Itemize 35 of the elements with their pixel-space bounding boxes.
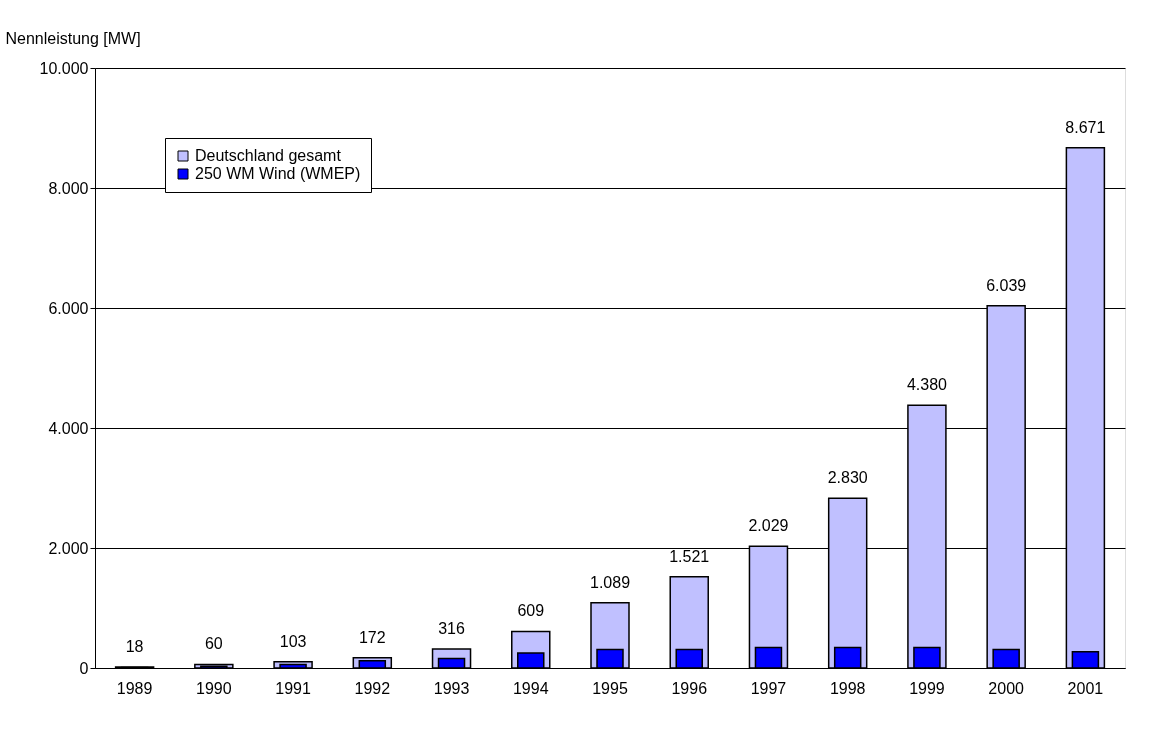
x-tick-label: 1994: [512, 679, 549, 697]
y-tick-label: 8.000: [48, 179, 89, 197]
x-tick-label: 1997: [750, 679, 787, 697]
y-tick-label: 4.000: [48, 419, 89, 437]
x-tick-label: 1992: [354, 679, 391, 697]
legend-label: 250 WM Wind (WMEP): [195, 165, 361, 182]
data-label: 8.671: [1065, 118, 1106, 136]
x-tick-label: 2001: [1067, 679, 1104, 697]
x-tick-label: 1999: [909, 679, 945, 697]
x-tick-label: 1989: [116, 679, 153, 697]
data-label: 1.521: [669, 547, 710, 565]
data-label: 316: [438, 620, 465, 638]
y-tick-label: 2.000: [48, 539, 89, 557]
y-axis-title: Nennleistung [MW]: [5, 29, 141, 47]
x-tick-label: 1993: [433, 679, 470, 697]
x-tick-label: 1991: [275, 679, 311, 697]
data-label: 18: [125, 637, 144, 655]
x-tick-label: 1995: [592, 679, 628, 697]
x-tick-label: 1990: [196, 679, 232, 697]
y-tick-label: 0: [79, 659, 89, 677]
data-label: 103: [279, 632, 307, 650]
legend-label: Deutschland gesamt: [195, 147, 342, 164]
x-tick-label: 1998: [829, 679, 866, 697]
data-label: 4.380: [906, 376, 948, 394]
data-label: 609: [517, 602, 545, 620]
y-tick-label: 10.000: [39, 59, 89, 77]
x-tick-label: 2000: [988, 679, 1025, 697]
data-label: 6.039: [986, 276, 1027, 294]
y-tick-label: 6.000: [48, 299, 89, 317]
x-tick-label: 1996: [671, 679, 708, 697]
data-label: 1.089: [589, 573, 631, 591]
data-label: 172: [358, 628, 386, 646]
data-label: 2.830: [827, 469, 868, 487]
data-label: 2.029: [748, 517, 789, 535]
data-label: 60: [204, 635, 223, 653]
